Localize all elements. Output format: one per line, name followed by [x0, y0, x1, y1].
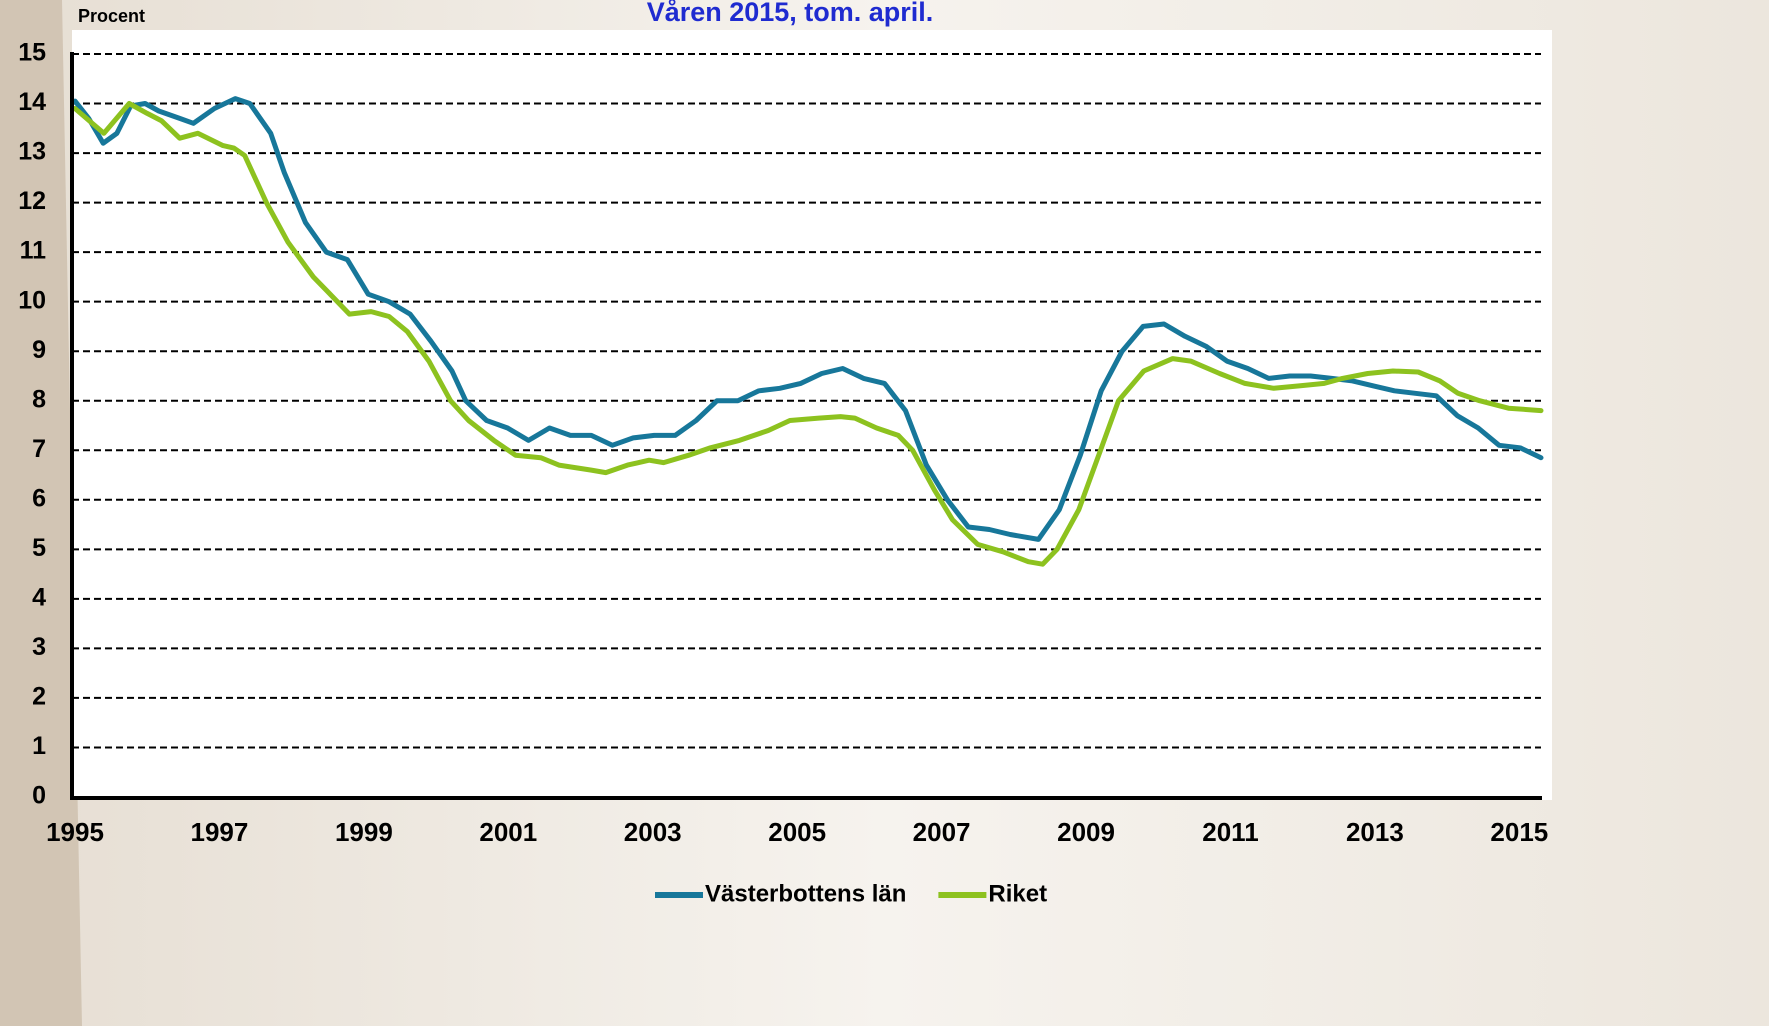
- x-tick-label: 2009: [1057, 817, 1115, 847]
- y-tick-label: 9: [32, 336, 46, 364]
- y-tick-label: 8: [32, 385, 46, 413]
- side-strip: [0, 0, 82, 1026]
- legend-label: Riket: [988, 880, 1047, 907]
- series-line: [72, 96, 1544, 542]
- y-tick-label: 5: [32, 534, 46, 562]
- legend-label: Västerbottens län: [705, 880, 906, 907]
- y-tick-label: 10: [18, 286, 46, 314]
- y-tick-label: 1: [32, 732, 46, 760]
- y-tick-label: 11: [20, 237, 47, 265]
- y-tick-label: 0: [32, 782, 46, 810]
- y-tick-label: 15: [18, 39, 46, 67]
- chart-title: Våren 2015, tom. april.: [647, 0, 934, 27]
- x-tick-label: 2013: [1346, 817, 1404, 847]
- plot-area: [72, 30, 1552, 800]
- x-tick-label: 2001: [479, 817, 537, 847]
- y-tick-label: 12: [18, 187, 46, 215]
- y-tick-label: 4: [32, 583, 46, 611]
- x-tick-label: 1995: [46, 817, 104, 847]
- x-tick-label: 2015: [1490, 817, 1548, 847]
- y-axis-label: Procent: [78, 6, 145, 26]
- y-tick-label: 3: [32, 633, 46, 661]
- y-tick-label: 13: [18, 138, 46, 166]
- y-tick-label: 6: [32, 484, 46, 512]
- y-tick-label: 14: [18, 88, 46, 116]
- series-line: [72, 101, 1544, 567]
- y-tick-label: 7: [32, 435, 46, 463]
- y-tick-label: 2: [32, 683, 46, 711]
- x-tick-label: 2005: [768, 817, 826, 847]
- x-tick-label: 2003: [624, 817, 682, 847]
- x-tick-label: 2007: [913, 817, 971, 847]
- x-tick-label: 2011: [1202, 817, 1258, 847]
- x-tick-label: 1997: [191, 817, 249, 847]
- x-tick-label: 1999: [335, 817, 393, 847]
